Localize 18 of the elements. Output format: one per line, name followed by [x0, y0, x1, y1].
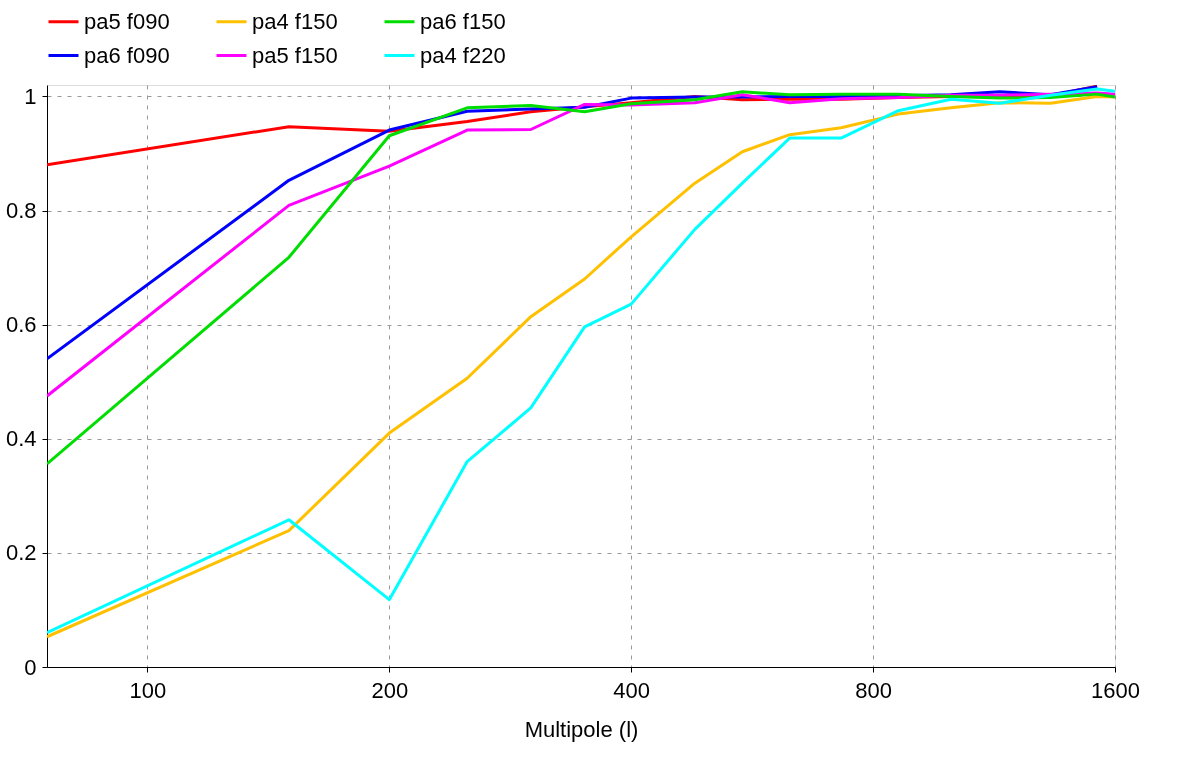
y-tick-label: 0.2 [5, 540, 37, 566]
y-tick-label: 0 [24, 654, 37, 680]
y-tick-label: 1 [24, 83, 37, 109]
y-tick-label: 0.8 [5, 198, 37, 224]
x-tick-label: 800 [855, 677, 892, 703]
x-tick-label: 400 [613, 677, 651, 703]
legend-label: pa6 f150 [420, 8, 506, 34]
legend-label: pa5 f090 [84, 8, 170, 34]
x-tick-label: 100 [129, 677, 167, 703]
y-tick-label: 0.6 [5, 312, 37, 338]
legend-label: pa4 f150 [252, 8, 338, 34]
legend-label: pa5 f150 [252, 42, 338, 68]
y-tick-label: 0.4 [5, 426, 37, 452]
x-tick-label: 1600 [1091, 677, 1140, 703]
legend-label: pa4 f220 [420, 42, 506, 68]
x-axis-title: Multipole (l) [524, 716, 639, 742]
x-tick-label: 200 [371, 677, 409, 703]
legend-label: pa6 f090 [84, 42, 170, 68]
